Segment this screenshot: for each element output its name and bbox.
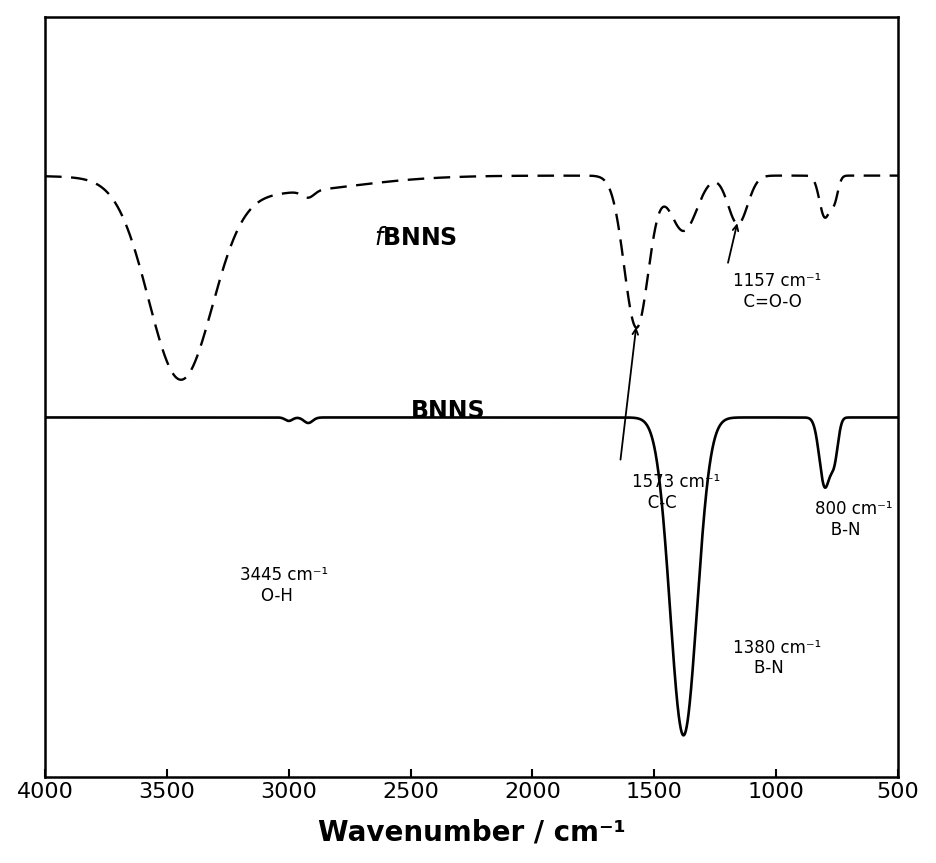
Text: 1380 cm⁻¹
    B-N: 1380 cm⁻¹ B-N [734, 639, 822, 677]
Text: BNNS: BNNS [411, 399, 485, 423]
Text: 800 cm⁻¹
   B-N: 800 cm⁻¹ B-N [815, 501, 893, 539]
X-axis label: Wavenumber / cm⁻¹: Wavenumber / cm⁻¹ [317, 818, 625, 847]
Text: 1573 cm⁻¹
   C-C: 1573 cm⁻¹ C-C [633, 473, 721, 512]
Text: 1157 cm⁻¹
  C=O-O: 1157 cm⁻¹ C=O-O [734, 273, 822, 312]
Text: $f$BNNS: $f$BNNS [374, 226, 458, 249]
Text: 3445 cm⁻¹
    O-H: 3445 cm⁻¹ O-H [240, 566, 329, 605]
